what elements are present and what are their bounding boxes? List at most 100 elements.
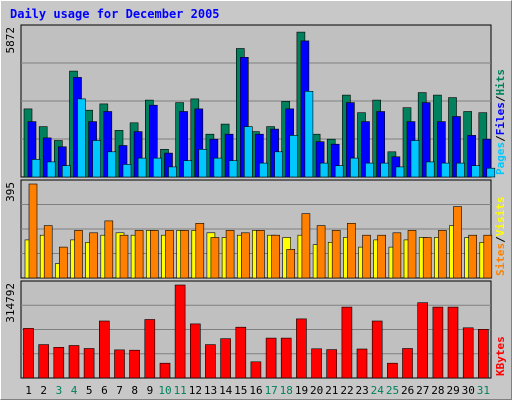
bar-sites-day-27 [422, 237, 432, 279]
bar-kbytes-day-22 [341, 306, 353, 379]
bar-sites-day-11 [180, 230, 189, 279]
y-max-label: 395 [4, 182, 17, 202]
x-tick-day-21: 21 [325, 384, 338, 397]
bar-pages-day-25 [395, 166, 405, 178]
x-tick-day-3: 3 [56, 384, 63, 397]
bar-kbytes-day-11 [174, 284, 186, 379]
x-tick-day-18: 18 [280, 384, 293, 397]
bar-kbytes-day-10 [159, 362, 171, 379]
bar-pages-day-28 [441, 162, 450, 178]
x-tick-day-5: 5 [86, 384, 93, 397]
bar-sites-day-2 [43, 225, 53, 279]
bar-kbytes-day-13 [205, 344, 216, 379]
bar-kbytes-day-7 [114, 349, 125, 379]
legend-files: Files [494, 102, 507, 135]
x-tick-day-10: 10 [158, 384, 171, 397]
bar-pages-day-17 [274, 151, 283, 178]
x-tick-day-1: 1 [25, 384, 32, 397]
y-max-label: 314792 [4, 283, 17, 323]
bar-pages-day-29 [456, 162, 465, 178]
bar-sites-day-24 [377, 234, 387, 279]
bar-sites-day-22 [347, 223, 356, 279]
bar-sites-day-5 [89, 232, 98, 279]
bar-kbytes-day-14 [220, 338, 231, 379]
bar-kbytes-day-9 [144, 319, 156, 379]
bar-sites-day-6 [104, 220, 114, 279]
bar-kbytes-day-25 [387, 362, 398, 379]
bar-pages-day-1 [31, 159, 41, 178]
bar-kbytes-day-21 [326, 349, 338, 379]
panel-3: 314792 KBytes [4, 280, 507, 379]
bar-kbytes-day-17 [265, 337, 277, 379]
bar-pages-day-18 [289, 135, 299, 178]
bar-pages-day-21 [334, 165, 344, 178]
x-tick-day-12: 12 [189, 384, 202, 397]
x-tick-day-17: 17 [265, 384, 278, 397]
bar-pages-day-5 [92, 140, 101, 178]
x-tick-day-30: 30 [462, 384, 475, 397]
bar-pages-day-10 [168, 166, 177, 178]
bar-pages-day-4 [77, 98, 86, 178]
legend-hits: Hits [494, 69, 507, 96]
x-tick-day-20: 20 [310, 384, 323, 397]
bar-kbytes-day-6 [99, 320, 110, 379]
bar-sites-day-14 [225, 230, 235, 279]
x-tick-day-16: 16 [249, 384, 262, 397]
bar-sites-day-8 [134, 230, 144, 279]
bar-pages-day-6 [107, 151, 117, 178]
x-tick-day-27: 27 [416, 384, 429, 397]
bar-kbytes-day-5 [83, 348, 95, 379]
bar-sites-day-30 [468, 234, 478, 279]
bar-pages-day-26 [410, 140, 420, 178]
bar-pages-day-23 [365, 162, 374, 178]
bar-sites-day-29 [453, 206, 462, 279]
x-tick-day-15: 15 [234, 384, 247, 397]
bar-pages-day-8 [137, 157, 147, 178]
bar-sites-day-9 [150, 230, 159, 279]
x-tick-day-8: 8 [131, 384, 138, 397]
bar-kbytes-day-4 [68, 345, 80, 379]
bar-pages-day-30 [471, 165, 481, 178]
bar-kbytes-day-31 [477, 328, 489, 379]
bar-pages-day-22 [350, 157, 359, 178]
bar-kbytes-day-8 [129, 349, 140, 379]
legend-separator: / [494, 236, 507, 243]
bar-sites-day-25 [392, 232, 402, 279]
bar-kbytes-day-23 [356, 348, 368, 379]
bar-sites-day-7 [119, 234, 129, 279]
bar-sites-day-18 [286, 249, 296, 279]
legend: Pages/Files/Hits [494, 69, 507, 175]
bar-pages-day-27 [425, 161, 435, 178]
bar-pages-day-31 [486, 167, 496, 178]
panel-2: 395 Sites/Visits [4, 179, 507, 279]
bar-pages-day-15 [244, 126, 253, 178]
bar-sites-day-21 [331, 230, 341, 279]
bar-kbytes-day-28 [432, 306, 444, 379]
bar-sites-day-20 [316, 225, 326, 279]
bar-sites-day-28 [438, 230, 447, 279]
x-tick-day-29: 29 [446, 384, 459, 397]
legend-separator: / [494, 135, 507, 142]
bar-sites-day-3 [58, 246, 68, 279]
bar-sites-day-13 [210, 237, 220, 279]
bar-kbytes-day-3 [53, 346, 65, 379]
bar-pages-day-7 [122, 164, 132, 178]
bar-kbytes-day-19 [296, 318, 307, 379]
legend-visits: Visits [494, 197, 507, 237]
bar-pages-day-19 [304, 91, 314, 178]
y-max-label: 5872 [4, 27, 17, 54]
bar-sites-day-19 [301, 213, 311, 279]
bar-sites-day-16 [256, 230, 265, 279]
bar-kbytes-day-2 [38, 344, 50, 379]
x-tick-day-24: 24 [371, 384, 385, 397]
bar-sites-day-1 [28, 183, 38, 279]
x-tick-day-11: 11 [174, 384, 187, 397]
bar-kbytes-day-1 [23, 328, 34, 379]
bar-pages-day-12 [198, 149, 208, 178]
x-tick-day-14: 14 [219, 384, 233, 397]
x-tick-day-26: 26 [401, 384, 414, 397]
bar-kbytes-day-12 [190, 323, 201, 379]
bar-kbytes-day-20 [311, 348, 322, 379]
